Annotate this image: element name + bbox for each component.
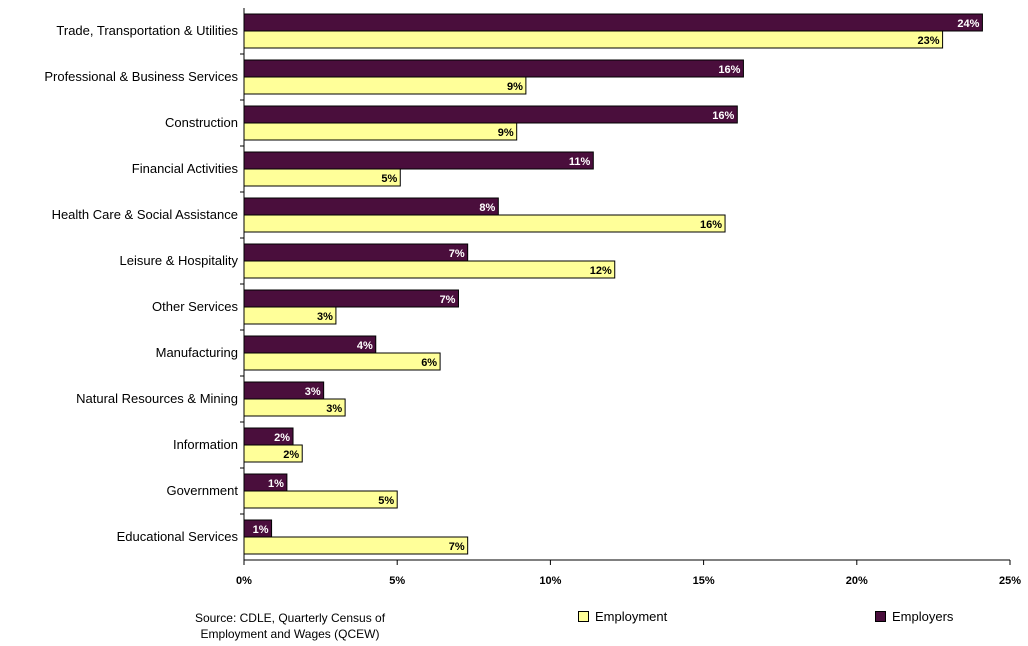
chart-bars	[243, 13, 983, 555]
employment-value-label: 3%	[326, 403, 342, 415]
employers-value-label: 16%	[712, 110, 734, 122]
employers-value-label: 7%	[449, 248, 465, 260]
employment-bar	[243, 76, 527, 95]
employment-bar	[243, 536, 469, 555]
employment-bar	[243, 306, 337, 325]
employers-bar	[243, 151, 594, 170]
category-label: Information	[173, 437, 238, 452]
category-label: Manufacturing	[156, 345, 238, 360]
category-label: Trade, Transportation & Utilities	[56, 23, 238, 38]
employers-value-label: 16%	[718, 64, 740, 76]
employment-value-label: 5%	[378, 495, 394, 507]
category-label: Other Services	[152, 299, 238, 314]
employment-value-label: 3%	[317, 311, 333, 323]
chart-labels: Trade, Transportation & Utilities 24% 23% P…	[44, 18, 979, 553]
category-label: Financial Activities	[132, 161, 239, 176]
employment-value-label: 9%	[498, 127, 514, 139]
employment-bar	[243, 168, 401, 187]
category-label: Leisure & Hospitality	[120, 253, 239, 268]
employers-bar	[243, 289, 459, 308]
employers-value-label: 1%	[268, 478, 284, 490]
x-tick-label: 20%	[846, 575, 868, 587]
bar-chart: 0% 5% 10% 15% 20% 25% Trade, Transportation &…	[44, 8, 1021, 587]
employment-value-label: 6%	[421, 357, 437, 369]
employers-value-label: 3%	[305, 386, 321, 398]
employment-bar	[243, 352, 441, 371]
category-label: Natural Resources & Mining	[76, 391, 238, 406]
x-tick-label: 5%	[389, 575, 405, 587]
legend-swatch-employment	[578, 611, 589, 622]
category-label: Educational Services	[117, 529, 239, 544]
x-tick-label: 25%	[999, 575, 1021, 587]
legend-label-employment: Employment	[595, 609, 668, 624]
employment-value-label: 9%	[507, 81, 523, 93]
employers-bar	[243, 105, 738, 124]
x-tick-label: 10%	[539, 575, 561, 587]
employment-bar	[243, 30, 944, 49]
category-label: Professional & Business Services	[44, 69, 238, 84]
employment-value-label: 16%	[700, 219, 722, 231]
employers-bar	[243, 243, 469, 262]
x-tick-label: 0%	[236, 575, 252, 587]
employers-value-label: 4%	[357, 340, 373, 352]
category-label: Health Care & Social Assistance	[52, 207, 238, 222]
legend-item-employers: Employers	[875, 609, 953, 624]
legend-item-employment: Employment	[578, 609, 667, 624]
chart-axes: 0% 5% 10% 15% 20% 25%	[236, 8, 1021, 587]
x-tick-label: 15%	[693, 575, 715, 587]
employment-bar	[243, 260, 616, 279]
employers-bar	[243, 59, 744, 78]
employers-value-label: 8%	[479, 202, 495, 214]
category-label: Construction	[165, 115, 238, 130]
employment-value-label: 23%	[918, 35, 940, 47]
employment-bar	[243, 444, 303, 463]
employers-value-label: 1%	[253, 524, 269, 536]
employment-bar	[243, 214, 726, 233]
legend-swatch-employers	[875, 611, 886, 622]
employers-bar	[243, 13, 983, 32]
employers-value-label: 11%	[569, 156, 591, 168]
legend-label-employers: Employers	[892, 609, 954, 624]
employment-value-label: 12%	[590, 265, 612, 277]
source-note: Source: CDLE, Quarterly Census of Employ…	[160, 610, 420, 642]
employment-bar	[243, 490, 398, 509]
employment-value-label: 2%	[283, 449, 299, 461]
chart-footer: Source: CDLE, Quarterly Census of Employ…	[0, 604, 1028, 646]
employers-value-label: 24%	[957, 18, 979, 30]
employment-value-label: 5%	[381, 173, 397, 185]
employers-value-label: 2%	[274, 432, 290, 444]
employers-value-label: 7%	[440, 294, 456, 306]
employers-bar	[243, 197, 499, 216]
employment-value-label: 7%	[449, 541, 465, 553]
source-line-2: Employment and Wages (QCEW)	[200, 627, 380, 641]
source-line-1: Source: CDLE, Quarterly Census of	[194, 611, 386, 625]
employment-bar	[243, 122, 518, 141]
employment-bar	[243, 398, 346, 417]
category-label: Government	[166, 483, 238, 498]
